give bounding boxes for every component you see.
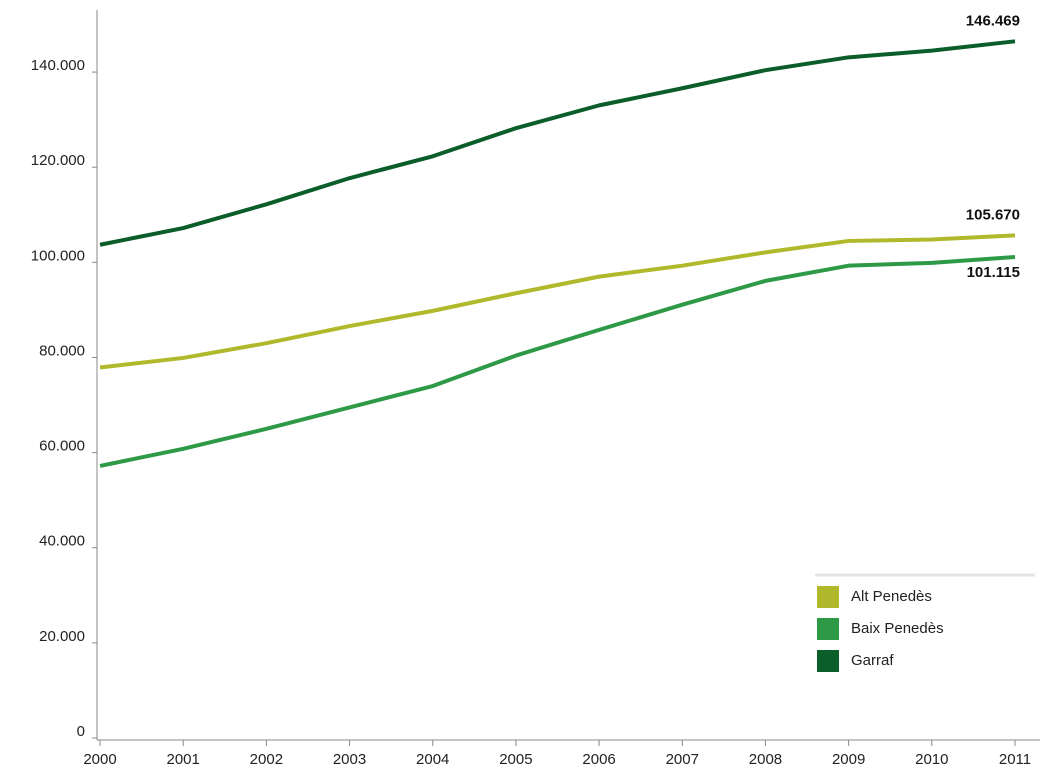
value-label: 105.670 <box>966 206 1020 223</box>
x-tick-label: 2003 <box>333 751 366 768</box>
y-tick-label: 40.000 <box>39 533 85 550</box>
y-tick-label: 100.000 <box>31 247 85 264</box>
x-tick-label: 2002 <box>250 751 283 768</box>
x-tick-label: 2004 <box>416 751 449 768</box>
legend-label: Garraf <box>851 652 894 669</box>
legend-label: Baix Penedès <box>851 620 944 637</box>
x-tick-label: 2008 <box>749 751 782 768</box>
y-tick-label: 20.000 <box>39 628 85 645</box>
legend-swatch <box>817 618 839 640</box>
x-tick-label: 2005 <box>499 751 532 768</box>
legend-swatch <box>817 586 839 608</box>
x-tick-label: 2011 <box>999 751 1031 768</box>
x-tick-label: 2000 <box>83 751 116 768</box>
value-label: 146.469 <box>966 12 1020 29</box>
value-label: 101.115 <box>967 264 1020 281</box>
y-tick-label: 140.000 <box>31 57 85 74</box>
y-tick-label: 60.000 <box>39 438 85 455</box>
x-tick-label: 2001 <box>166 751 199 768</box>
legend-swatch <box>817 650 839 672</box>
x-tick-label: 2007 <box>666 751 699 768</box>
x-tick-label: 2009 <box>832 751 865 768</box>
y-tick-label: 120.000 <box>31 152 85 169</box>
y-tick-label: 0 <box>77 723 85 740</box>
legend-label: Alt Penedès <box>851 588 932 605</box>
series-line <box>99 255 1016 468</box>
x-tick-label: 2006 <box>582 751 615 768</box>
y-tick-label: 80.000 <box>39 342 85 359</box>
x-tick-label: 2010 <box>915 751 948 768</box>
series-line <box>99 39 1016 247</box>
series-line <box>99 233 1016 370</box>
